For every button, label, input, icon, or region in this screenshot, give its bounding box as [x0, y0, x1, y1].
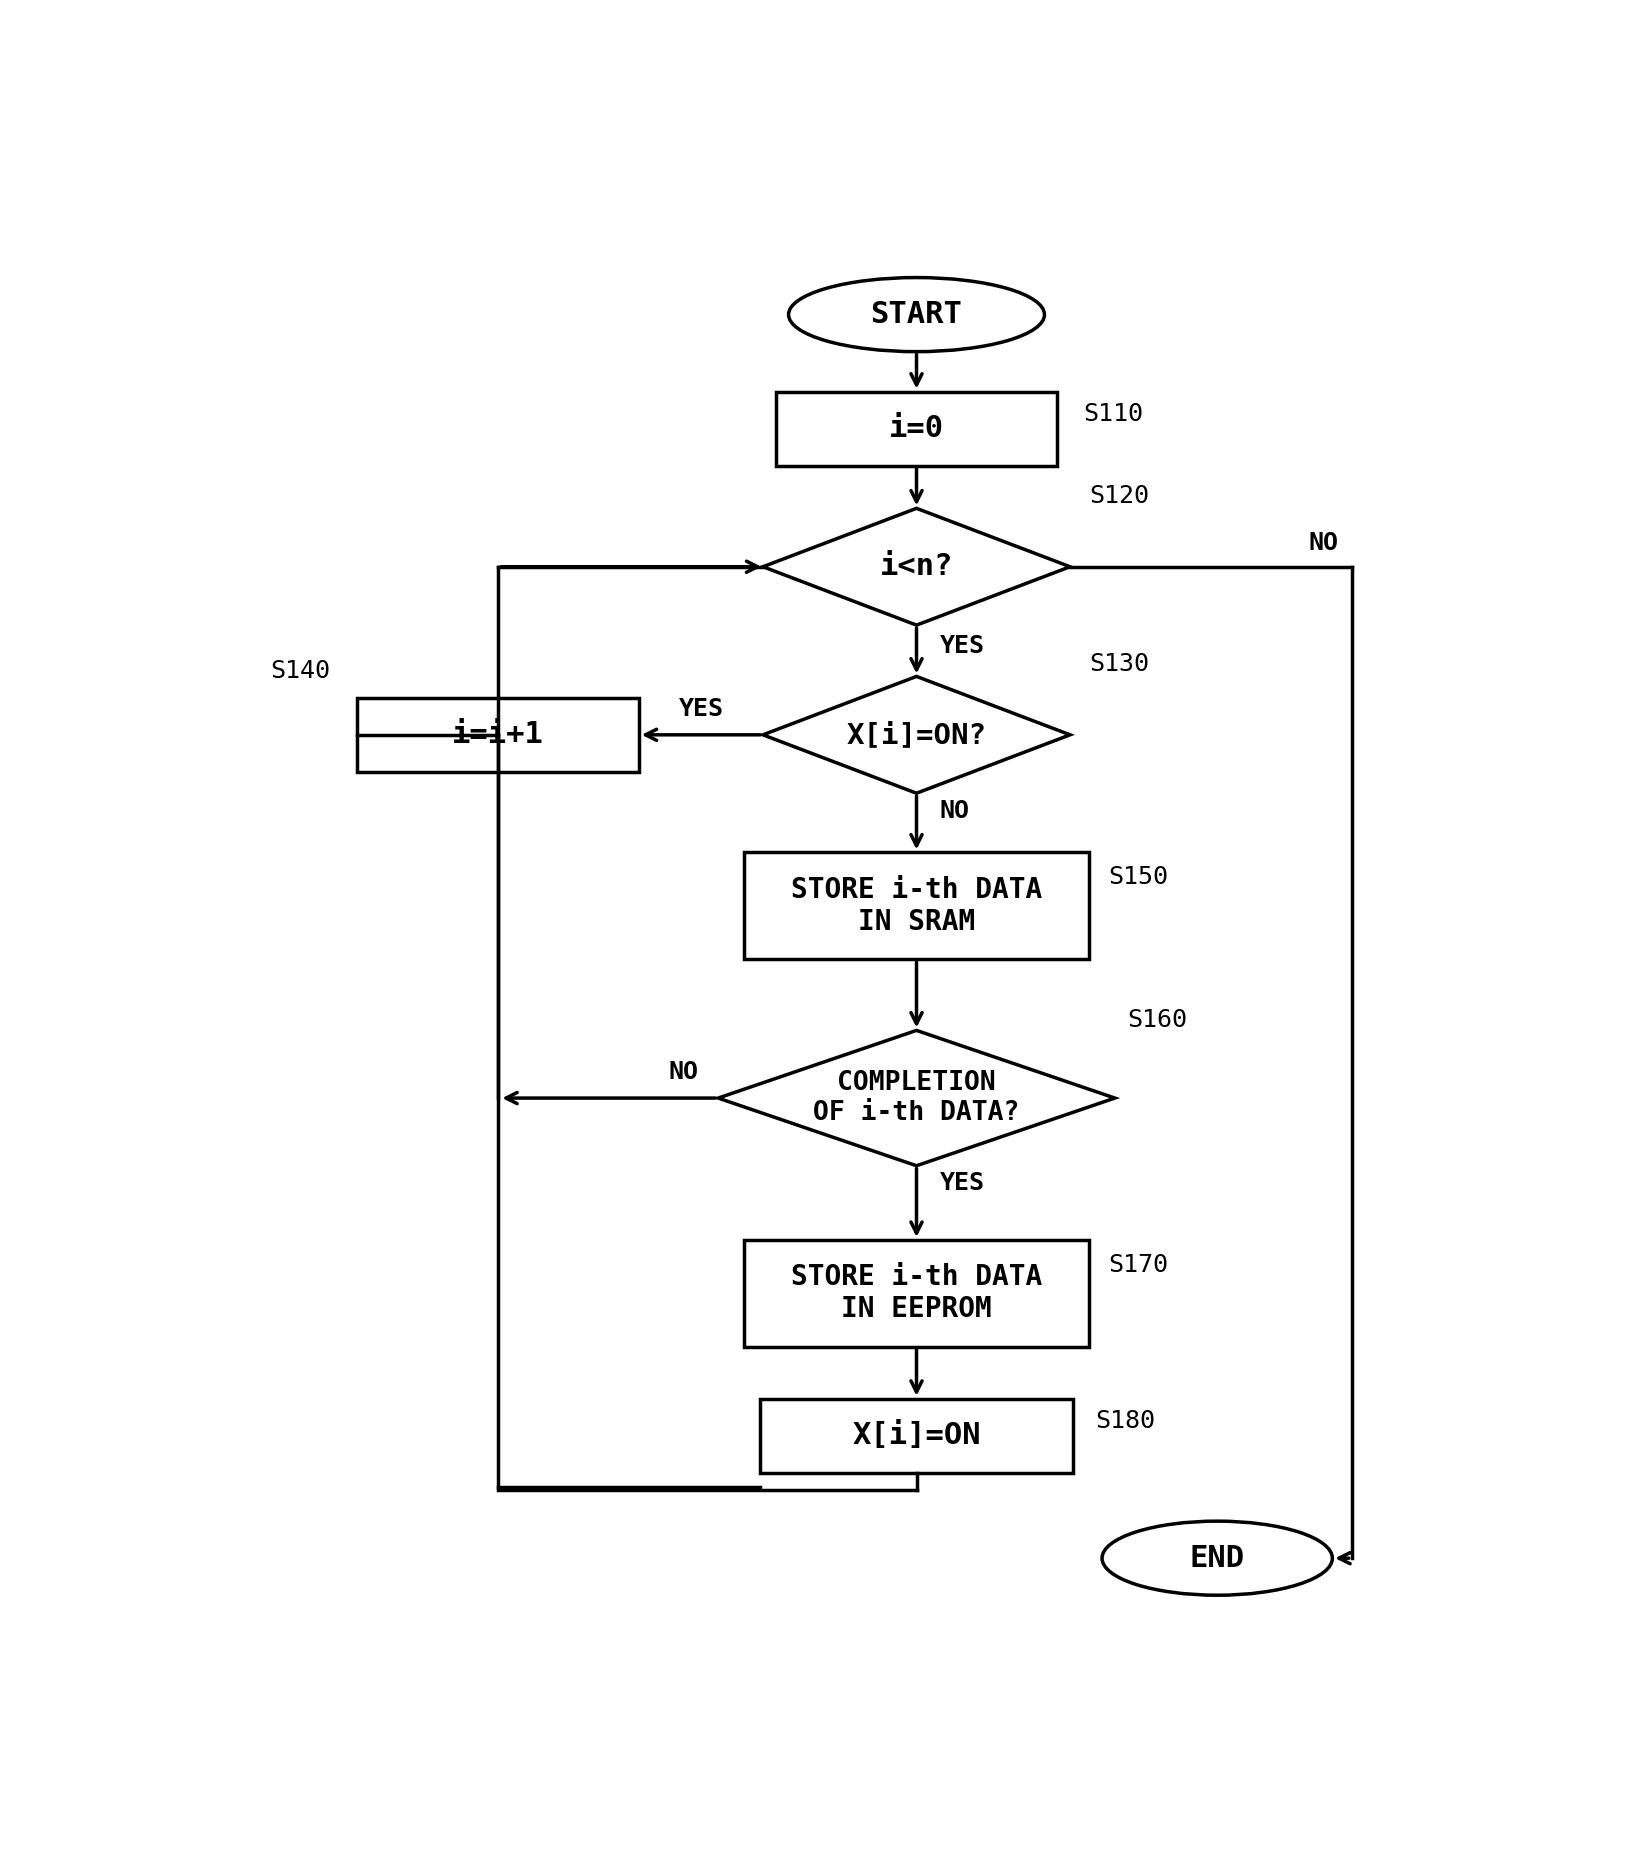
Text: S170: S170 [1108, 1252, 1169, 1276]
Ellipse shape [1103, 1521, 1332, 1595]
Text: STORE i-th DATA
IN EEPROM: STORE i-th DATA IN EEPROM [791, 1264, 1042, 1323]
Text: NO: NO [669, 1060, 698, 1084]
Text: S180: S180 [1096, 1410, 1156, 1434]
Text: STORE i-th DATA
IN SRAM: STORE i-th DATA IN SRAM [791, 875, 1042, 936]
Text: START: START [870, 300, 963, 329]
Text: i<n?: i<n? [880, 553, 953, 581]
Text: S140: S140 [271, 659, 330, 683]
Polygon shape [718, 1030, 1114, 1166]
Text: X[i]=ON?: X[i]=ON? [847, 722, 987, 749]
Polygon shape [763, 677, 1070, 794]
Bar [776, 392, 1057, 466]
Text: YES: YES [939, 635, 984, 659]
Text: YES: YES [679, 697, 723, 722]
Text: S150: S150 [1108, 866, 1169, 890]
Text: X[i]=ON: X[i]=ON [852, 1421, 981, 1450]
Ellipse shape [789, 278, 1045, 352]
Text: S110: S110 [1083, 401, 1142, 426]
Text: YES: YES [939, 1171, 984, 1195]
Bar [743, 853, 1090, 958]
Bar [357, 697, 639, 771]
Text: NO: NO [939, 799, 969, 823]
Text: S160: S160 [1128, 1008, 1187, 1032]
Bar [743, 1240, 1090, 1347]
Text: END: END [1190, 1543, 1245, 1572]
Polygon shape [763, 509, 1070, 625]
Text: S130: S130 [1090, 651, 1149, 675]
Text: S120: S120 [1090, 483, 1149, 507]
Text: i=0: i=0 [888, 414, 944, 442]
Text: i=i+1: i=i+1 [452, 720, 545, 749]
Text: COMPLETION
OF i-th DATA?: COMPLETION OF i-th DATA? [814, 1069, 1020, 1127]
Text: NO: NO [1309, 531, 1339, 555]
Bar [759, 1399, 1073, 1473]
